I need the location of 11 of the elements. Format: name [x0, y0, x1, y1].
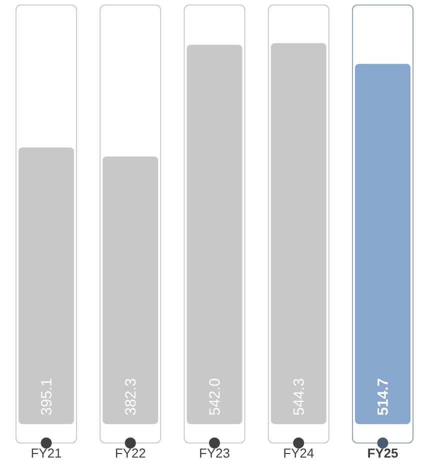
- x-tick-label: FY21: [32, 448, 62, 458]
- bar: [270, 43, 326, 424]
- bar: [18, 148, 74, 424]
- data-label: 514.7: [378, 378, 388, 416]
- x-tick-label: FY25: [368, 448, 398, 458]
- bar: [354, 64, 410, 424]
- bar: [102, 156, 158, 424]
- x-tick-label: FY22: [116, 448, 146, 458]
- bar: [186, 44, 242, 424]
- x-tick-label: FY24: [284, 448, 314, 458]
- x-tick-label: FY23: [200, 448, 230, 458]
